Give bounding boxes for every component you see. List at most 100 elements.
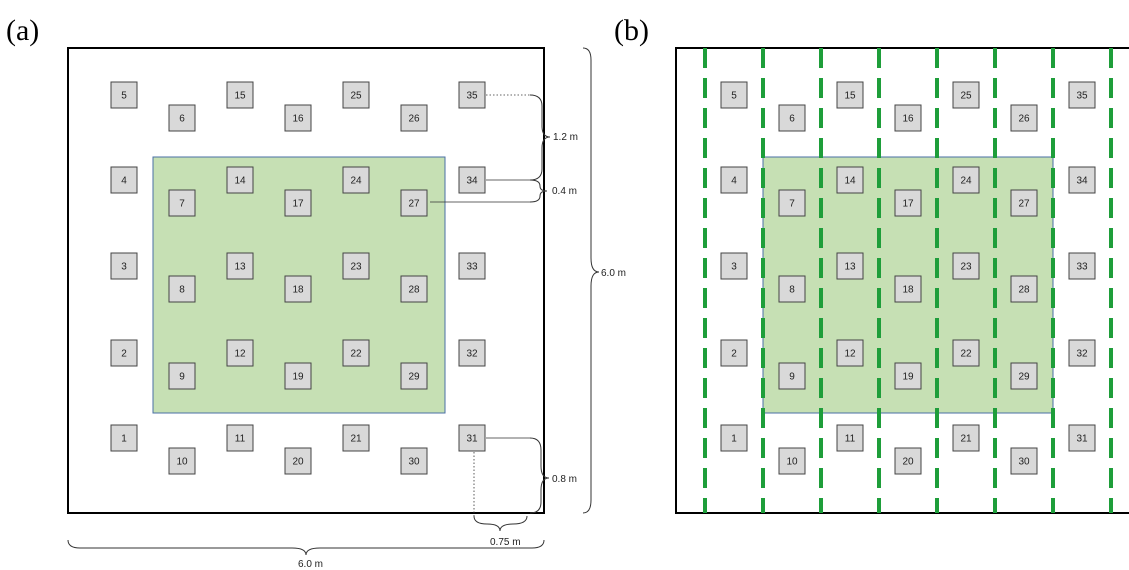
plant-marker [894, 104, 922, 132]
brace-0-4m [529, 179, 548, 203]
plant-box: 30 [400, 447, 428, 475]
plant-box: 13 [226, 252, 254, 280]
brace-0-75m [473, 515, 528, 532]
plant-marker [894, 447, 922, 475]
plant-number: 34 [466, 176, 478, 187]
plant-box: 35 [458, 81, 486, 109]
plant-box: 27 [400, 189, 428, 217]
plant-marker [226, 252, 254, 280]
plant-box: 18 [894, 275, 922, 303]
plant-box: 1 [110, 424, 138, 452]
plant-number: 7 [789, 199, 795, 210]
plant-marker [1068, 252, 1096, 280]
plant-number: 23 [350, 262, 362, 273]
plant-marker [720, 81, 748, 109]
dimension-annotations: 1.2 m 0.4 m 6.0 m 0.8 m 0.75 m 6.0 m [67, 47, 626, 570]
plant-marker [894, 189, 922, 217]
brace-plot-height [582, 47, 600, 514]
plant-marker [284, 104, 312, 132]
plant-marker [952, 424, 980, 452]
plant-box: 17 [894, 189, 922, 217]
plant-box: 34 [458, 166, 486, 194]
plant-marker [952, 339, 980, 367]
plant-box: 1 [720, 424, 748, 452]
plant-number: 11 [845, 434, 856, 445]
plant-number: 21 [350, 434, 362, 445]
plant-marker [778, 447, 806, 475]
plant-box: 25 [952, 81, 980, 109]
plant-box: 8 [168, 275, 196, 303]
dim-label-plot-height: 6.0 m [601, 268, 626, 279]
plant-number: 24 [960, 176, 972, 187]
plant-marker [1010, 447, 1038, 475]
plant-number: 35 [1076, 91, 1088, 102]
plant-marker [836, 424, 864, 452]
plant-box: 21 [952, 424, 980, 452]
plant-box: 31 [458, 424, 486, 452]
plant-box: 10 [168, 447, 196, 475]
plant-box: 7 [778, 189, 806, 217]
plant-marker [1068, 339, 1096, 367]
plant-box: 28 [1010, 275, 1038, 303]
plant-box: 12 [226, 339, 254, 367]
plant-number: 26 [1018, 114, 1030, 125]
plant-number: 4 [731, 176, 737, 187]
plant-box: 30 [1010, 447, 1038, 475]
plant-number: 3 [121, 262, 127, 273]
plant-marker [458, 81, 486, 109]
plant-box: 5 [720, 81, 748, 109]
plant-marker [284, 362, 312, 390]
plant-marker [952, 166, 980, 194]
dim-label-0-8m: 0.8 m [552, 474, 577, 485]
plant-box: 7 [168, 189, 196, 217]
dim-label-0-4m: 0.4 m [552, 186, 577, 197]
plant-number: 19 [902, 372, 914, 383]
plant-box: 9 [168, 362, 196, 390]
plant-box: 3 [110, 252, 138, 280]
plant-marker [836, 166, 864, 194]
plant-marker [226, 424, 254, 452]
plant-marker [342, 166, 370, 194]
plant-number: 29 [1018, 372, 1030, 383]
plant-marker [1010, 104, 1038, 132]
plant-marker [168, 275, 196, 303]
plant-box: 23 [952, 252, 980, 280]
plant-marker [168, 447, 196, 475]
plant-marker [458, 339, 486, 367]
plant-marker [400, 189, 428, 217]
plant-marker [1068, 424, 1096, 452]
plant-box: 18 [284, 275, 312, 303]
plant-number: 2 [731, 349, 737, 360]
plant-number: 23 [960, 262, 972, 273]
plant-box: 19 [894, 362, 922, 390]
plant-box: 14 [836, 166, 864, 194]
plant-box: 20 [284, 447, 312, 475]
plant-box: 19 [284, 362, 312, 390]
plant-box: 4 [720, 166, 748, 194]
plant-box: 4 [110, 166, 138, 194]
plant-number: 33 [1076, 262, 1088, 273]
plant-number: 1 [121, 434, 127, 445]
plant-number: 13 [234, 262, 246, 273]
plant-box: 9 [778, 362, 806, 390]
plant-marker [110, 339, 138, 367]
plant-number: 30 [1018, 457, 1030, 468]
plant-marker [458, 252, 486, 280]
plant-marker [1010, 275, 1038, 303]
plant-box: 23 [342, 252, 370, 280]
plant-box: 2 [720, 339, 748, 367]
dashed-row-lines [703, 48, 1113, 513]
plant-marker [894, 362, 922, 390]
plant-box: 15 [226, 81, 254, 109]
plant-number: 32 [466, 349, 478, 360]
plant-marker [400, 447, 428, 475]
plant-number: 18 [902, 285, 914, 296]
panel-a: 1234567891011121314151617181920212223242… [67, 47, 626, 570]
plant-number: 29 [408, 372, 420, 383]
plant-marker [720, 424, 748, 452]
plant-box: 13 [836, 252, 864, 280]
plant-number: 32 [1076, 349, 1088, 360]
plant-number: 5 [121, 91, 127, 102]
plant-number: 7 [179, 199, 185, 210]
plant-box: 11 [226, 424, 254, 452]
